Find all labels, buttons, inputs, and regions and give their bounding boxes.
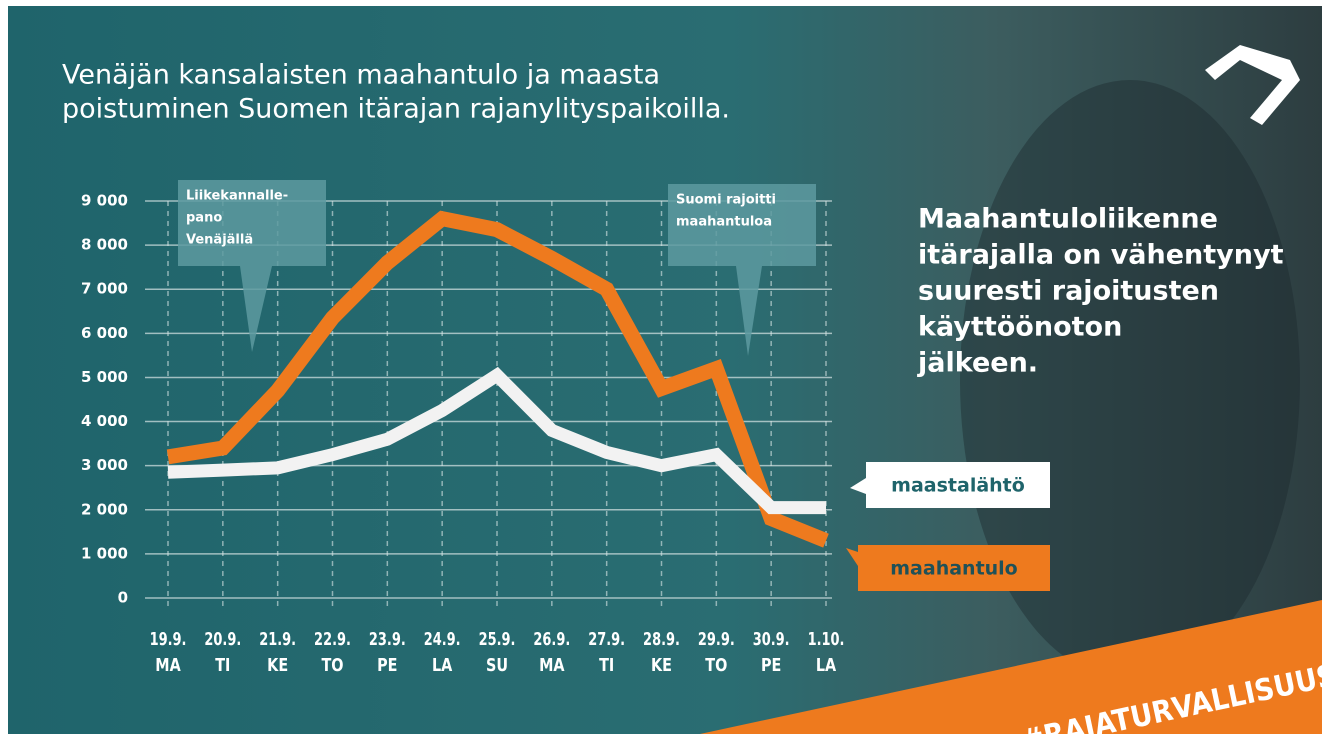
- side-text: käyttöönoton: [918, 312, 1122, 343]
- x-tick-label: 26.9.: [533, 628, 570, 649]
- x-tick-label: MA: [155, 654, 181, 675]
- y-tick-label: 8 000: [81, 236, 128, 254]
- annotation-text: Venäjällä: [186, 233, 253, 248]
- x-tick-label: TO: [705, 654, 727, 675]
- hashtag-band: [700, 600, 1322, 734]
- y-tick-label: 0: [118, 589, 128, 607]
- annotation-text: Liikekannalle-: [186, 189, 288, 204]
- chart-title: Venäjän kansalaisten maahantulo ja maast…: [62, 60, 660, 91]
- y-tick-label: 1 000: [81, 544, 128, 562]
- annotation-box: [178, 180, 326, 352]
- x-tick-label: MA: [539, 654, 565, 675]
- x-tick-label: 20.9.: [204, 628, 241, 649]
- x-tick-label: 27.9.: [588, 628, 625, 649]
- y-tick-label: 5 000: [81, 368, 128, 386]
- annotation-text: Suomi rajoitti: [676, 193, 776, 208]
- series-line: [167, 366, 826, 515]
- y-tick-label: 9 000: [81, 192, 128, 210]
- legend-pointer: [850, 478, 866, 494]
- y-tick-label: 7 000: [81, 280, 128, 298]
- photo-figure: [960, 80, 1300, 680]
- background: [8, 6, 1322, 734]
- legend-label: maastalähtö: [891, 475, 1025, 497]
- x-tick-label: 29.9.: [698, 628, 735, 649]
- x-tick-label: LA: [432, 654, 453, 675]
- x-tick-label: 24.9.: [424, 628, 461, 649]
- x-tick-label: KE: [651, 654, 672, 675]
- x-tick-label: TI: [599, 654, 614, 675]
- side-text: jälkeen.: [917, 348, 1038, 379]
- x-tick-label: 1.10.: [808, 628, 845, 649]
- x-tick-label: KE: [267, 654, 288, 675]
- x-tick-label: 22.9.: [314, 628, 351, 649]
- side-text: suuresti rajoitusten: [918, 276, 1219, 307]
- y-tick-label: 6 000: [81, 324, 128, 342]
- x-tick-label: 30.9.: [753, 628, 790, 649]
- x-tick-label: SU: [486, 654, 508, 675]
- side-text: Maahantuloliikenne: [918, 204, 1218, 235]
- x-tick-label: 23.9.: [369, 628, 406, 649]
- y-tick-label: 3 000: [81, 456, 128, 474]
- x-tick-label: 19.9.: [150, 628, 187, 649]
- annotation-box: [668, 184, 816, 356]
- legend-label: maahantulo: [890, 558, 1018, 580]
- x-tick-label: TI: [215, 654, 230, 675]
- legend-box: [858, 545, 1050, 591]
- annotation-text: pano: [186, 211, 222, 226]
- y-tick-label: 2 000: [81, 500, 128, 518]
- x-tick-label: PE: [377, 654, 397, 675]
- x-tick-label: LA: [816, 654, 837, 675]
- chart-title: poistuminen Suomen itärajan rajanylitysp…: [62, 94, 730, 125]
- legend-box: [866, 462, 1050, 508]
- x-tick-label: 25.9.: [479, 628, 516, 649]
- x-tick-label: TO: [321, 654, 343, 675]
- legend-pointer: [846, 548, 858, 566]
- x-tick-label: 28.9.: [643, 628, 680, 649]
- series-line: [166, 210, 829, 548]
- annotation-text: maahantuloa: [676, 215, 772, 230]
- side-text: itärajalla on vähentynyt: [918, 240, 1284, 271]
- x-tick-label: PE: [761, 654, 781, 675]
- x-tick-label: 21.9.: [259, 628, 296, 649]
- logo: [1205, 45, 1300, 125]
- y-tick-label: 4 000: [81, 412, 128, 430]
